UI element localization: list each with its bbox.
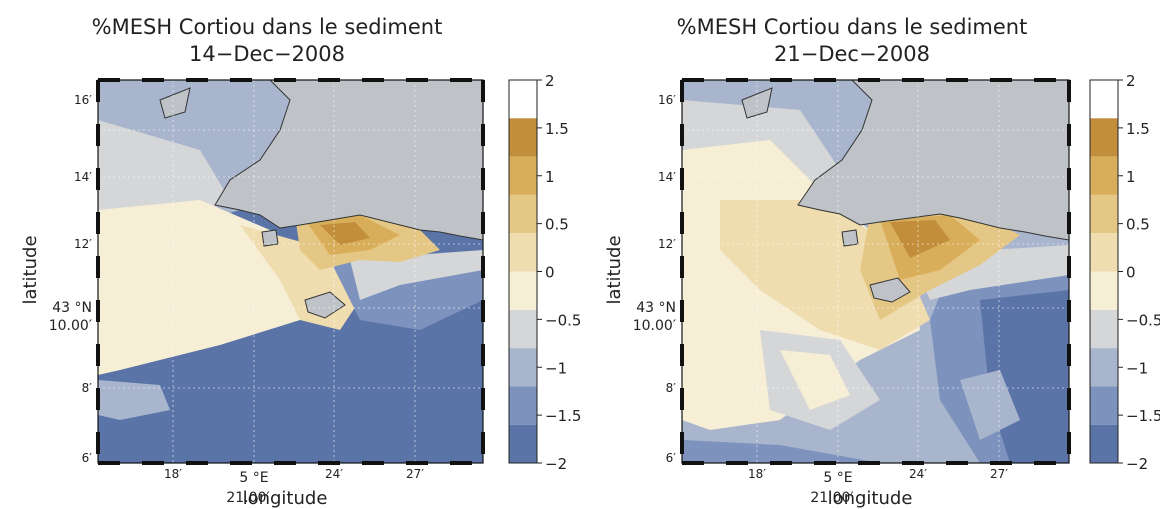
colorbar-band (1090, 348, 1118, 387)
colorbar-tick-label: 2 (1126, 72, 1136, 90)
colorbar-tick-label: 1.5 (545, 120, 569, 138)
y-tick: 43 °N (52, 300, 92, 316)
colorbar-tick-label: −1 (545, 359, 567, 377)
x-tick: 27′ (990, 467, 1008, 481)
y-tick: 10.00′ (633, 318, 676, 334)
chart-title: %MESH Cortiou dans le sediment 14−Dec−20… (22, 14, 512, 68)
field-brown (890, 220, 950, 258)
colorbar-tick-label: 1 (1126, 168, 1136, 186)
y-tick: 16′ (658, 93, 676, 107)
colorbar-band (509, 348, 537, 387)
y-tick: 12′ (658, 237, 676, 251)
frame-ticks (96, 78, 485, 465)
colorbar-tick-label: 0.5 (545, 216, 569, 234)
colorbar: 2 1.5 1 0.5 0 −0.5 −1 −1.5 −2 (508, 72, 580, 473)
field-brown (320, 222, 370, 245)
map-svg-1: 16′ 14′ 12′ 43 °N 10.00′ 8′ 6′ 18′ 5 °E … (20, 72, 580, 509)
colorbar-band (1090, 271, 1118, 310)
map-panel-2: %MESH Cortiou dans le sediment 21−Dec−20… (580, 0, 1160, 509)
y-tick: 8′ (82, 381, 93, 395)
x-tick: 18′ (748, 467, 766, 481)
colorbar-tick-label: 0 (545, 264, 555, 282)
x-tick: 24′ (325, 467, 343, 481)
colorbar-tick-label: −2 (1126, 455, 1148, 473)
y-tick: 8′ (666, 381, 677, 395)
chart-title-line: %MESH Cortiou dans le sediment (676, 15, 1028, 39)
chart-title: %MESH Cortiou dans le sediment 21−Dec−20… (607, 14, 1097, 68)
x-tick: 5 °E (239, 470, 268, 486)
island-small (841, 229, 859, 247)
land (180, 80, 483, 241)
x-tick: 18′ (164, 467, 182, 481)
map-svg-2: 16′ 14′ 12′ 43 °N 10.00′ 8′ 6′ 18′ 5 °E … (604, 72, 1160, 509)
y-axis-label: latitude (20, 235, 41, 304)
colorbar-band (509, 424, 537, 463)
colorbar-band (509, 156, 537, 195)
colorbar-band (1090, 424, 1118, 463)
chart-date: 14−Dec−2008 (189, 42, 345, 66)
y-tick: 14′ (74, 170, 92, 184)
gridlines (682, 80, 1069, 463)
field-light-blue-bottom (98, 380, 170, 420)
land (770, 80, 1069, 241)
colorbar-tick-label: −1 (1126, 359, 1148, 377)
colorbar-tick-label: 0.5 (1126, 216, 1150, 234)
y-axis-label: latitude (604, 235, 625, 304)
chart-title-line: %MESH Cortiou dans le sediment (91, 15, 443, 39)
colorbar-band (1090, 194, 1118, 234)
chart-date: 21−Dec−2008 (774, 42, 930, 66)
colorbar-tick-label: 1 (545, 168, 555, 186)
x-tick: 21.00′ (226, 490, 269, 506)
colorbar-band (509, 271, 537, 310)
colorbar-band (1090, 118, 1118, 157)
x-axis-label: longitude (243, 488, 328, 509)
colorbar-tick-label: 2 (545, 72, 555, 90)
colorbar-tick-label: 1.5 (1126, 120, 1150, 138)
land-islet (159, 87, 191, 119)
colorbar-band (1090, 233, 1118, 272)
colorbar-tick-label: −0.5 (1126, 311, 1160, 329)
field-light-blue-right (960, 370, 1020, 440)
colorbar-band (509, 386, 537, 425)
y-tick: 6′ (82, 451, 93, 465)
colorbar-tick-label: −1.5 (1126, 407, 1160, 425)
colorbar: 2 1.5 1 0.5 0 −0.5 −1 −1.5 −2 (1089, 72, 1160, 473)
colorbar-band (509, 309, 537, 349)
land-islet (741, 87, 773, 119)
colorbar-tick-label: −1.5 (545, 407, 580, 425)
y-tick: 12′ (74, 237, 92, 251)
colorbar-band (1090, 386, 1118, 425)
y-tick: 14′ (658, 170, 676, 184)
colorbar-band (509, 233, 537, 272)
island (869, 277, 911, 303)
x-tick: 27′ (406, 467, 424, 481)
y-tick: 6′ (666, 451, 677, 465)
map-panel-1: %MESH Cortiou dans le sediment 14−Dec−20… (20, 14, 580, 509)
field-dark-blue-bottom (682, 440, 880, 463)
x-tick: 21.00′ (810, 490, 853, 506)
frame-ticks (680, 78, 1071, 465)
colorbar-tick-label: −2 (545, 455, 567, 473)
colorbar-tick-label: 0 (1126, 264, 1136, 282)
colorbar-band (509, 194, 537, 234)
island (304, 291, 346, 319)
y-tick: 43 °N (636, 300, 676, 316)
colorbar-band (1090, 309, 1118, 349)
field-light-cream (780, 350, 850, 410)
colorbar-band (1090, 80, 1118, 119)
y-tick: 10.00′ (49, 318, 92, 334)
gridlines (98, 80, 483, 463)
colorbar-band (509, 80, 537, 119)
colorbar-band (1090, 156, 1118, 195)
y-tick: 16′ (74, 93, 92, 107)
field-grey-strip (350, 250, 483, 300)
x-tick: 24′ (909, 467, 927, 481)
x-tick: 5 °E (823, 470, 852, 486)
colorbar-band (509, 118, 537, 157)
x-axis-label: longitude (828, 488, 913, 509)
colorbar-tick-label: −0.5 (545, 311, 580, 329)
